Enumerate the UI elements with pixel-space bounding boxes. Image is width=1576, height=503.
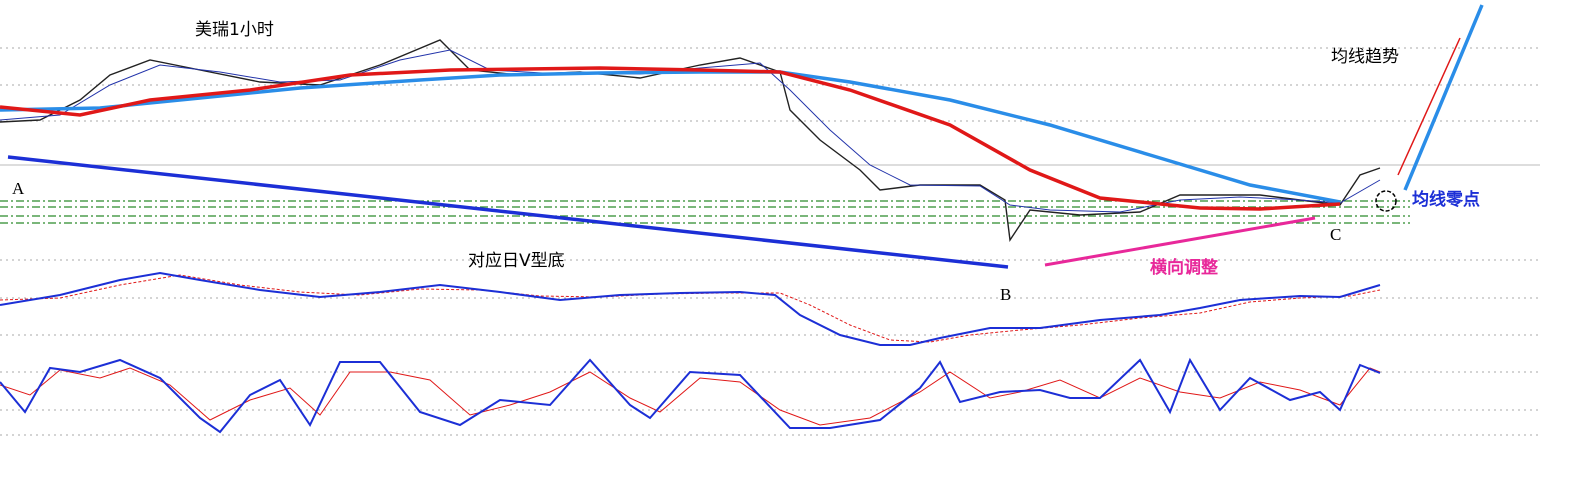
point-b: B <box>1000 285 1011 304</box>
trendline-sideways <box>1044 216 1316 267</box>
zero-point-label: 均线零点 <box>1412 189 1480 210</box>
trend-label: 均线趋势 <box>1331 47 1399 67</box>
trend-red <box>1397 37 1461 176</box>
ma-red <box>0 66 1341 211</box>
grid <box>0 47 1540 436</box>
title: 美瑞1小时 <box>195 20 274 40</box>
short-ma <box>0 49 1381 213</box>
trend-blue <box>1403 4 1484 191</box>
price-line <box>0 39 1381 242</box>
macd-line <box>0 271 1381 346</box>
point-a: A <box>12 179 25 198</box>
zero-point-circle <box>1375 190 1397 212</box>
trendline-ab <box>7 155 1009 269</box>
stoch-k <box>0 357 1381 434</box>
v-bottom-label: 对应日V型底 <box>468 251 565 271</box>
ma-blue <box>0 70 1341 204</box>
stoch-d <box>0 367 1381 426</box>
sideways-label: 横向调整 <box>1150 257 1218 278</box>
point-c: C <box>1330 225 1341 244</box>
macd-signal <box>0 274 1381 343</box>
